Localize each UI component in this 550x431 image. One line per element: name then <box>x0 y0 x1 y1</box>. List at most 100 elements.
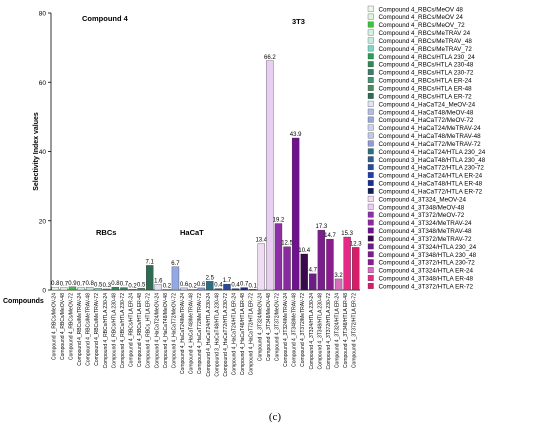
legend-swatch <box>367 235 374 242</box>
bar <box>60 287 68 291</box>
legend-entry-label: Compound 4_RBCs/HTLA 230-48 <box>379 62 474 69</box>
legend-swatch <box>367 164 374 171</box>
bar-value-label: 0.6 <box>197 282 206 288</box>
y-tick-label: 20 <box>39 218 47 225</box>
bar <box>309 273 317 291</box>
bar-value-label: 0.7 <box>77 282 86 288</box>
legend-swatch <box>367 69 374 76</box>
legend-entry-label: Compound 4_RBCs/MeOV 24 <box>379 14 464 21</box>
legend-swatch <box>367 267 374 274</box>
bar-value-label: 17.3 <box>316 224 328 230</box>
legend-swatch <box>367 108 374 115</box>
legend-entry-label: Compound 4_3T348/MeOV-48 <box>379 204 465 211</box>
legend-swatch <box>367 195 374 202</box>
legend-swatch <box>367 13 374 20</box>
legend-entry-label: Compound 4_RBCs/MeOV 48 <box>379 6 464 13</box>
x-tick-label: Compound 4_HaCaT48/MeOV-48 <box>163 293 169 369</box>
bar <box>163 289 171 291</box>
legend-entry-label: Compound 4_HaCaT24_MeOV-24 <box>379 101 476 108</box>
bar <box>326 238 334 291</box>
bar <box>257 243 265 291</box>
bar-value-label: 0.5 <box>94 282 103 288</box>
bar-value-label: 1.7 <box>223 278 232 284</box>
x-tick-label: Compound 4_3T348/MeTRAV-48 <box>292 293 298 367</box>
legend-swatch <box>367 172 374 178</box>
y-tick-label: 80 <box>39 11 47 18</box>
x-tick-label: Compound 4_HaCaT24/MeTRAV-24 <box>180 293 186 374</box>
legend-entry-label: Compound 4_3T324_MeOV-24 <box>379 196 467 203</box>
legend-entry-label: Compound 3_HaCaT48/HTLA 230_48 <box>379 157 486 164</box>
x-tick-label: Compound 4_RBCs_HTLA ER-72 <box>146 293 152 369</box>
bar <box>137 288 145 291</box>
bar <box>291 137 300 291</box>
legend-entry-label: Compound 4_3T372/MeOV-72 <box>379 212 465 219</box>
legend-entry-label: Compound 4_3T348/HTLA 230_48 <box>379 252 477 259</box>
legend-swatch <box>367 29 374 36</box>
legend-entry-label: Compound 4_RBCs/HTLA ER-48 <box>379 86 473 93</box>
bar-value-label: 0.7 <box>240 282 249 288</box>
legend-entry-label: Compound 4_HaCaT72/MeTRAV-72 <box>379 141 482 148</box>
bar-value-label: 0.4 <box>231 283 240 289</box>
x-tick-label: Compound 4_3T372/MeOV-72 <box>274 293 280 361</box>
legend-entry-label: Compound 4_3T324/HTLA ER-24 <box>379 268 474 275</box>
x-tick-label: Compound 4_RBCs/MeOV-72 <box>68 293 74 360</box>
y-tick-label: 0 <box>42 288 46 295</box>
bar-value-label: 0.8 <box>85 281 94 287</box>
legend-entry-label: Compound 4_3T348/MeTRAV-48 <box>379 228 472 235</box>
legend-swatch <box>367 211 374 218</box>
bar-value-label: 6.7 <box>171 261 180 267</box>
bar-value-label: 0.5 <box>137 282 146 288</box>
x-tick-label: Compound 4_3T372/MeTRAV-72 <box>300 293 306 367</box>
bar-value-label: 66.2 <box>264 55 276 61</box>
bar-value-label: 14.7 <box>324 233 336 239</box>
bar-value-label: 2.5 <box>206 275 215 281</box>
annotation-group-hacat: HaCaT <box>180 228 204 237</box>
legend-entry-label: Compound 4_RBCs/MeTRAV_72 <box>379 46 473 53</box>
legend-entry-label: Compound 4_3T348/HTLA ER-48 <box>379 276 474 283</box>
legend-entry-label: Compound 4_HaCaT48/MeOV-48 <box>379 109 474 116</box>
legend-entry-label: Compound 4_3T324/MeTRAV-24 <box>379 220 472 227</box>
figure-caption: (c) <box>268 411 282 423</box>
x-tick-label: Compound 4_3T324/MeTRAV-24 <box>283 293 289 367</box>
legend-swatch <box>367 188 374 194</box>
bar-value-label: 15.3 <box>341 231 353 237</box>
chart-bars: 0.8 0.7 0.9 0.7 0.8 0.5 0.3 0.8 0.7 0.2 0.57.11.60… <box>51 55 362 291</box>
bar-value-label: 0.2 <box>163 283 172 289</box>
x-tick-label: Compound 4_HaCaT24/HTLA ER-24 <box>232 293 238 375</box>
x-tick-label: Compound 4_HaCaT72/MeOV-72 <box>171 293 177 369</box>
x-tick-label: Compound 3_HaCaT48/HTLA 230-48 <box>214 293 220 377</box>
legend-swatch <box>367 5 374 12</box>
x-tick-label: Compound 4_RBCs/MeTRAV-24 <box>77 293 83 366</box>
bar <box>68 286 77 291</box>
x-tick-label: Compound 4_3T372/HTLA ER-72 <box>352 293 358 368</box>
bar-value-label: 0.1 <box>249 283 258 289</box>
bar-value-label: 10.4 <box>298 248 310 254</box>
y-tick-label: 40 <box>39 149 47 156</box>
bar-value-label: 0.7 <box>60 282 69 288</box>
legend-swatch <box>367 92 374 99</box>
legend-swatch <box>367 148 374 155</box>
bar <box>154 284 162 291</box>
legend-swatch <box>367 283 374 289</box>
bar-value-label: 7.1 <box>146 259 155 265</box>
x-tick-label: Compound 4_HaCaT48/HTLA ER-48 <box>240 293 246 375</box>
x-tick-label: Compound 4_3T372/HTLA 230-72 <box>326 293 332 370</box>
bar-value-label: 1.6 <box>154 278 163 284</box>
x-tick-label: Compound 4_RBCs/MeOV-24 <box>51 293 57 360</box>
annotation-compound: Compound 4 <box>82 14 129 23</box>
x-tick-label: Compound 4_RBCs/HTLA ER-24 <box>129 293 135 367</box>
x-axis-label: Compounds <box>3 298 44 305</box>
bar-value-label: 0.2 <box>188 283 197 289</box>
bar-value-label: 0.8 <box>51 281 60 287</box>
legend-swatch <box>367 140 374 147</box>
legend-swatch <box>367 275 374 281</box>
bar <box>231 288 240 291</box>
x-tick-label: Compound 4_HaCaT24/MeOV-24 <box>154 293 160 369</box>
legend-entry-label: Compound 4_HaCaT24/HTLA ER-24 <box>379 173 483 180</box>
legend-entry-label: Compound 4_HaCaT24/HTLA 230_24 <box>379 149 486 156</box>
x-tick-label: Compound 4_3T324/MeOV-24 <box>257 293 263 361</box>
annotation-group-rbcs: RBCs <box>96 228 116 237</box>
x-tick-label: Compound 4_RBCs/HTLA 230-48 <box>111 293 117 369</box>
bar-value-label: 0.6 <box>180 282 189 288</box>
bar <box>214 288 223 291</box>
